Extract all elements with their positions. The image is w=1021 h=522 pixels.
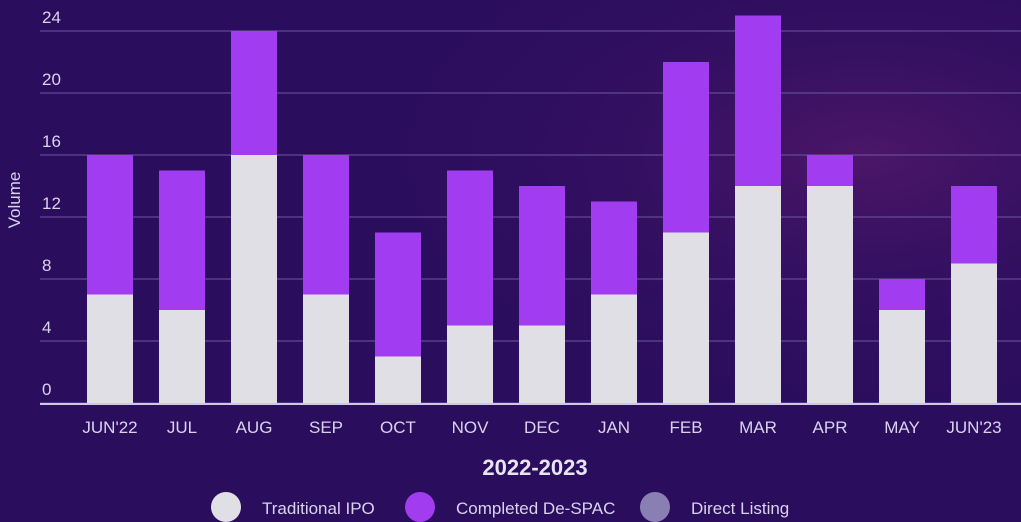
- bar-segment: [591, 294, 637, 403]
- legend-label: Direct Listing: [691, 499, 789, 518]
- y-tick-label: 20: [42, 70, 61, 89]
- bar-segment: [231, 155, 277, 403]
- bar-segment: [879, 279, 925, 310]
- bar-segment: [231, 31, 277, 155]
- legend-swatch: [405, 492, 435, 522]
- legend-swatch: [211, 492, 241, 522]
- bar-segment: [519, 325, 565, 403]
- x-tick-label: SEP: [309, 418, 343, 437]
- bar-segment: [303, 294, 349, 403]
- bar-segment: [591, 201, 637, 295]
- legend-label: Traditional IPO: [262, 499, 375, 518]
- x-tick-label: DEC: [524, 418, 560, 437]
- x-tick-label: JUN'22: [82, 418, 137, 437]
- y-tick-label: 0: [42, 380, 51, 399]
- bar-segment: [879, 310, 925, 403]
- bar-segment: [807, 155, 853, 186]
- legend-swatch: [640, 492, 670, 522]
- x-tick-label: MAY: [884, 418, 920, 437]
- bar-segment: [951, 263, 997, 403]
- bar-segment: [735, 15, 781, 186]
- bar-segment: [735, 186, 781, 403]
- bar-segment: [519, 186, 565, 326]
- bar-segment: [375, 232, 421, 357]
- x-tick-label: JUN'23: [946, 418, 1001, 437]
- y-axis-title: Volume: [5, 172, 24, 229]
- bar-segment: [807, 186, 853, 403]
- bar-segment: [87, 155, 133, 295]
- x-tick-label: JUL: [167, 418, 197, 437]
- bar-segment: [303, 155, 349, 295]
- x-tick-label: APR: [813, 418, 848, 437]
- bar-segment: [159, 310, 205, 403]
- bar-segment: [87, 294, 133, 403]
- y-tick-label: 12: [42, 194, 61, 213]
- y-tick-label: 8: [42, 256, 51, 275]
- y-tick-label: 24: [42, 8, 61, 27]
- bar-segment: [447, 325, 493, 403]
- bar-segment: [663, 62, 709, 233]
- bar-segment: [447, 170, 493, 326]
- x-axis-title: 2022-2023: [482, 455, 587, 480]
- x-tick-label: JAN: [598, 418, 630, 437]
- bar-segment: [951, 186, 997, 264]
- y-tick-label: 4: [42, 318, 51, 337]
- legend-label: Completed De-SPAC: [456, 499, 615, 518]
- x-tick-label: MAR: [739, 418, 777, 437]
- x-tick-label: AUG: [236, 418, 273, 437]
- x-tick-label: NOV: [452, 418, 490, 437]
- bar-segment: [159, 170, 205, 310]
- bar-segment: [375, 356, 421, 403]
- x-tick-label: FEB: [669, 418, 702, 437]
- bar-segment: [663, 232, 709, 403]
- x-tick-label: OCT: [380, 418, 416, 437]
- y-tick-label: 16: [42, 132, 61, 151]
